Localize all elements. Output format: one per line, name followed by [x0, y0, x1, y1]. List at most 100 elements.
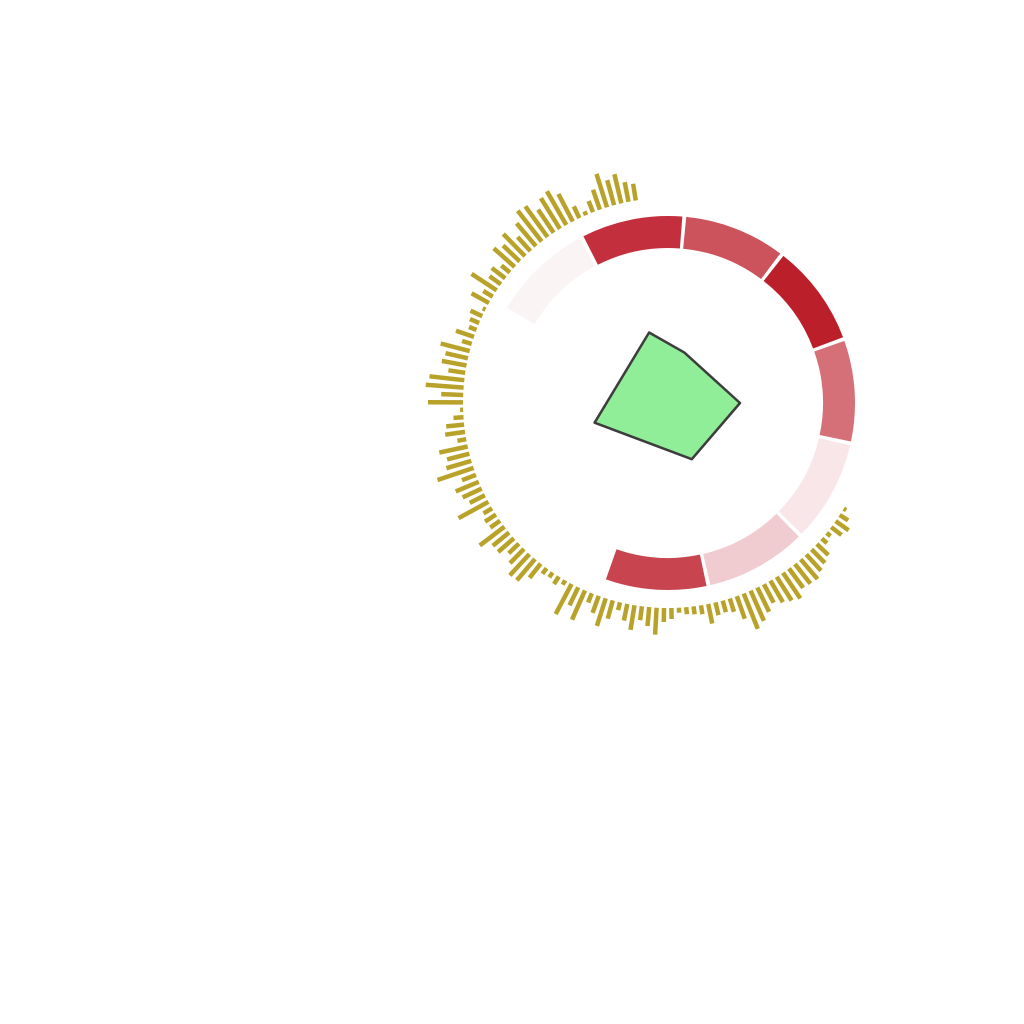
histogram-bar [683, 606, 690, 615]
histogram-bar [469, 308, 484, 319]
histogram-bar [590, 189, 603, 211]
histogram-bar [508, 547, 526, 565]
histogram-bar [755, 586, 772, 613]
histogram-bar [553, 582, 574, 616]
histogram-bar [483, 512, 498, 524]
histogram-bar [834, 519, 850, 533]
histogram-bar [501, 232, 527, 258]
histogram-bar [761, 583, 776, 604]
histogram-bar [691, 606, 697, 615]
histogram-bar [515, 557, 537, 582]
histogram-bar [508, 552, 532, 577]
histogram-bar [481, 306, 487, 312]
histogram-bar [720, 599, 729, 613]
histogram-bar [490, 266, 507, 281]
segment-ring [507, 215, 855, 590]
histogram-bar [456, 436, 467, 444]
histogram-bar [741, 592, 760, 630]
histogram-bar [621, 603, 630, 622]
ring-segment [583, 215, 683, 265]
histogram-bar [470, 272, 498, 293]
ring-segment [605, 549, 707, 590]
histogram-bar [461, 472, 477, 483]
histogram-bar [540, 566, 549, 576]
histogram-bar [468, 324, 478, 332]
histogram-bar [612, 173, 624, 204]
histogram-bar [440, 341, 471, 354]
histogram-bar [637, 606, 645, 621]
histogram-bar [748, 589, 766, 622]
histogram-bar [454, 479, 480, 494]
histogram-bar [809, 547, 827, 565]
histogram-bar [820, 536, 829, 545]
histogram-bar [630, 183, 639, 201]
histogram-bar [482, 506, 494, 516]
histogram-bar [491, 530, 511, 548]
histogram-bar [536, 208, 556, 235]
histogram-bar [515, 235, 533, 253]
histogram-bar [560, 579, 568, 586]
histogram-bar [829, 525, 843, 537]
center-radar [593, 331, 742, 461]
histogram-bar [499, 263, 512, 275]
histogram-bar [445, 458, 472, 471]
histogram-bar [652, 607, 659, 635]
histogram-bar [448, 368, 466, 376]
ring-segment [763, 255, 844, 349]
histogram-bar [713, 601, 721, 616]
histogram-bar [441, 358, 467, 368]
histogram-bar [815, 542, 830, 557]
histogram-bar [523, 204, 550, 239]
histogram-bar [438, 444, 469, 455]
outer-histogram-ring [425, 173, 850, 635]
histogram-bar [429, 374, 465, 383]
histogram-bar [444, 429, 466, 437]
histogram-bar [605, 179, 617, 206]
histogram-bar [446, 451, 470, 462]
histogram-bar [804, 552, 823, 573]
histogram-bar [705, 603, 715, 625]
histogram-bar [768, 579, 785, 604]
histogram-bar [489, 518, 502, 530]
histogram-bar [590, 595, 601, 614]
histogram-bar [527, 562, 543, 580]
ring-segment [778, 438, 851, 534]
histogram-bar [605, 599, 615, 620]
histogram-bar [594, 597, 608, 627]
histogram-bar [798, 557, 820, 581]
histogram-bar [734, 595, 747, 620]
histogram-bar [468, 493, 486, 505]
histogram-bar [445, 422, 465, 429]
histogram-bar [615, 601, 623, 611]
histogram-bar [569, 589, 588, 621]
histogram-bar [622, 181, 631, 203]
histogram-bar [436, 465, 475, 483]
histogram-bar [482, 288, 494, 299]
histogram-bar [842, 506, 848, 513]
histogram-bar [470, 291, 491, 306]
histogram-bar [586, 200, 596, 214]
histogram-bar [445, 351, 469, 361]
ring-segment [683, 216, 781, 280]
histogram-bar [496, 536, 516, 554]
histogram-bar [793, 562, 813, 585]
histogram-bar [698, 604, 705, 615]
histogram-bar [457, 499, 490, 521]
histogram-bar [425, 382, 464, 390]
histogram-bar [645, 606, 652, 627]
histogram-bar [825, 531, 832, 538]
histogram-bar [453, 414, 464, 421]
histogram-bar [838, 513, 850, 523]
histogram-bar [501, 243, 522, 264]
ring-segment [507, 238, 595, 325]
histogram-bar [567, 586, 581, 607]
histogram-bar [774, 575, 794, 602]
histogram-bar [586, 592, 594, 604]
histogram-bar [571, 205, 582, 220]
histogram-bar [507, 541, 521, 555]
histogram-bar [781, 571, 803, 600]
histogram-bar [478, 524, 506, 548]
histogram-bar [461, 486, 483, 500]
histogram-bar [547, 571, 555, 579]
